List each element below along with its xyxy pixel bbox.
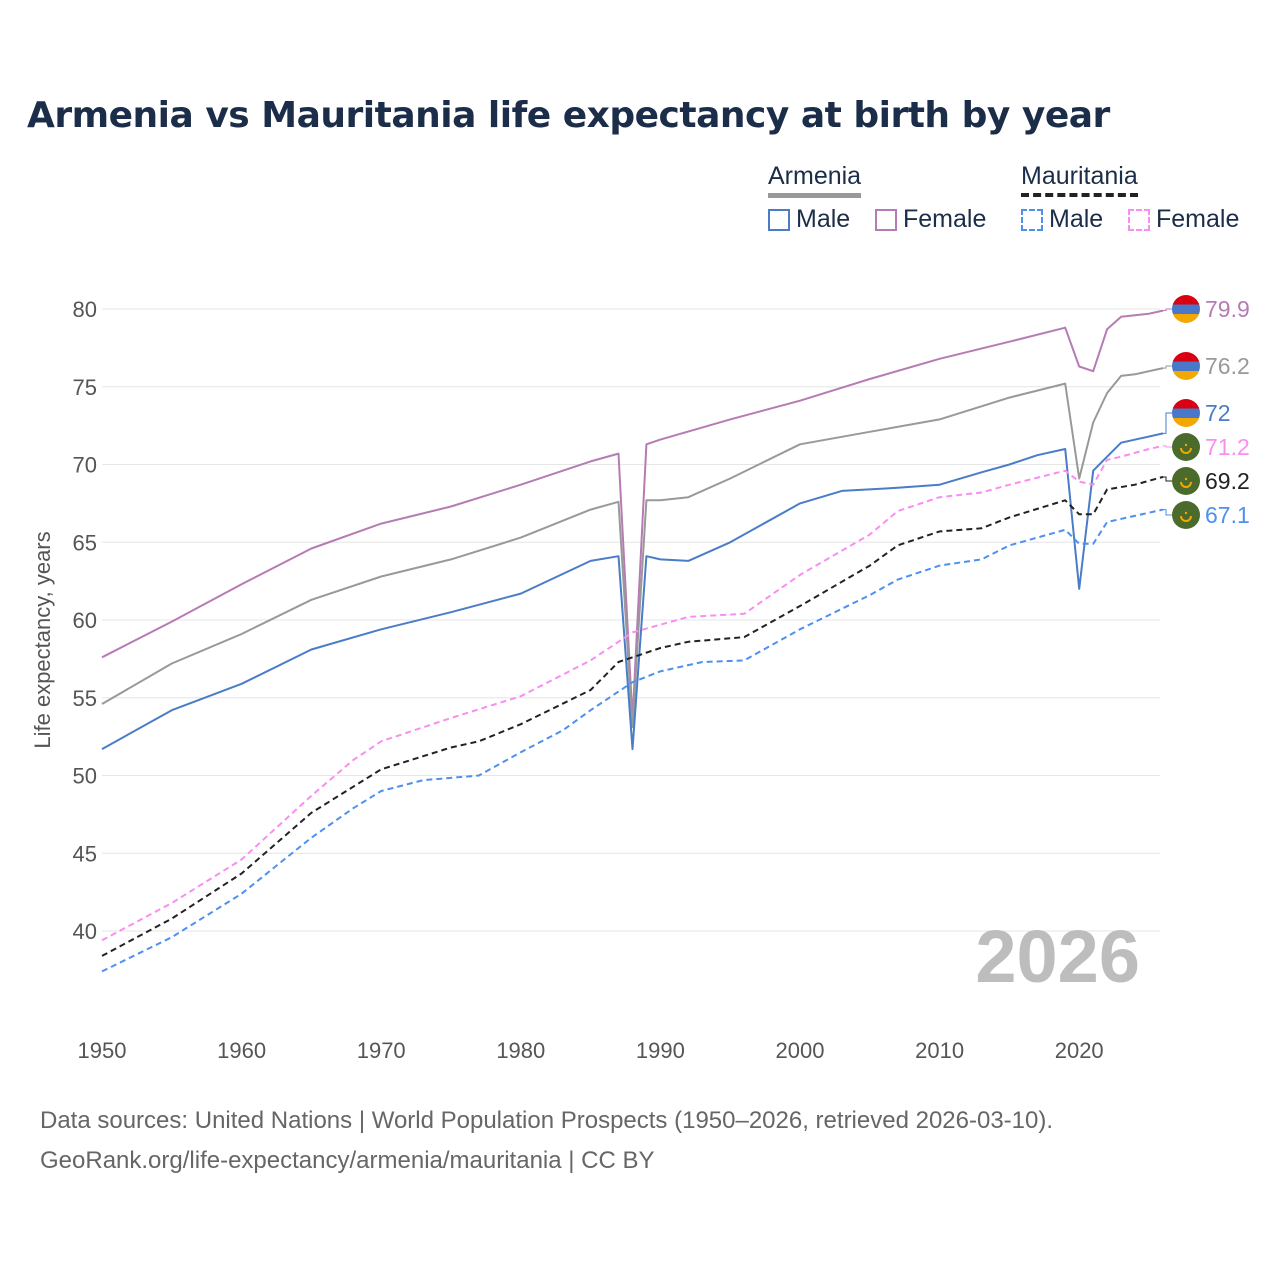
mauritania-flag-icon — [1172, 501, 1200, 529]
end-value-label: 72 — [1205, 400, 1231, 426]
current-year-label: 2026 — [975, 915, 1140, 998]
flag-star — [1184, 443, 1188, 447]
legend-armenia-heading: Armenia — [768, 162, 862, 198]
flag-stripe-red — [1172, 295, 1200, 305]
y-axis-label: Life expectancy, years — [30, 531, 55, 748]
flag-stripe-red — [1172, 352, 1200, 362]
line-chart: 40 45 50 55 60 65 70 75 80 1950 1960 1970 1980 1990 20… — [30, 295, 1250, 1063]
y-tick-label: 45 — [73, 841, 97, 866]
series-line-armenia-male — [101, 432, 1164, 751]
flag-crescent — [1180, 447, 1192, 454]
flag-crescent — [1180, 515, 1192, 522]
flag-field — [1172, 433, 1200, 461]
legend-mauritania-male[interactable]: Male — [1021, 205, 1103, 234]
flag-field — [1172, 467, 1200, 495]
legend-swatch — [768, 208, 790, 231]
flag-crescent — [1180, 481, 1192, 488]
legend-swatch — [1128, 208, 1150, 231]
series-line-mauritania-male — [101, 508, 1164, 973]
flag-stripe-blue — [1172, 408, 1200, 418]
label-connector — [1162, 308, 1172, 312]
label-connector — [1162, 476, 1172, 482]
y-tick-label: 55 — [73, 686, 97, 711]
y-tick-label: 80 — [73, 297, 97, 322]
mauritania-flag-icon — [1172, 433, 1200, 461]
series-line-armenia-total — [101, 367, 1164, 729]
x-tick-label: 1970 — [357, 1038, 406, 1063]
y-tick-label: 40 — [73, 919, 97, 944]
end-value-label: 79.9 — [1205, 296, 1250, 322]
label-connector — [1162, 412, 1172, 434]
legend-label: Male — [796, 205, 851, 233]
legend-label: Female — [1156, 205, 1240, 233]
mauritania-flag-icon — [1172, 467, 1200, 495]
flag-stripe-blue — [1172, 304, 1200, 314]
end-value-label: 71.2 — [1205, 434, 1250, 460]
flag-stripe-orange — [1172, 371, 1200, 380]
x-tick-label: 1950 — [78, 1038, 127, 1063]
flag-stripes — [1172, 399, 1200, 427]
x-tick-label: 1960 — [217, 1038, 266, 1063]
y-tick-label: 65 — [73, 530, 97, 555]
flag-star — [1184, 511, 1188, 515]
legend-mauritania-heading: Mauritania — [1021, 162, 1138, 197]
chart-title: Armenia vs Mauritania life expectancy at… — [27, 95, 1110, 136]
end-value-label: 76.2 — [1205, 353, 1250, 379]
y-tick-label: 50 — [73, 764, 97, 789]
legend-armenia-female[interactable]: Female — [875, 205, 986, 234]
series-line-mauritania-total — [101, 475, 1164, 957]
armenia-flag-icon — [1172, 399, 1200, 427]
x-tick-label: 2010 — [915, 1038, 964, 1063]
flag-stripe-blue — [1172, 361, 1200, 371]
label-connector — [1162, 365, 1172, 369]
flag-stripe-orange — [1172, 418, 1200, 427]
footer-sources: Data sources: United Nations | World Pop… — [40, 1107, 1054, 1134]
y-tick-label: 75 — [73, 375, 97, 400]
flag-stripe-orange — [1172, 314, 1200, 323]
label-connector — [1162, 445, 1172, 448]
legend-armenia-male[interactable]: Male — [768, 205, 850, 234]
legend-label: Male — [1049, 205, 1104, 233]
legend-label: Female — [903, 205, 987, 233]
x-tick-label: 2000 — [776, 1038, 825, 1063]
x-tick-label: 1980 — [496, 1038, 545, 1063]
legend-mauritania-female[interactable]: Female — [1128, 205, 1239, 234]
armenia-flag-icon — [1172, 295, 1200, 323]
flag-stripes — [1172, 352, 1200, 380]
legend-swatch — [1021, 208, 1043, 231]
flag-star — [1184, 477, 1188, 481]
legend-swatch — [875, 208, 897, 231]
x-tick-label: 1990 — [636, 1038, 685, 1063]
footer-link[interactable]: GeoRank.org/life-expectancy/armenia/maur… — [40, 1147, 655, 1174]
series-line-mauritania-female — [101, 444, 1164, 942]
flag-stripes — [1172, 295, 1200, 323]
x-tick-label: 2020 — [1055, 1038, 1104, 1063]
flag-stripe-red — [1172, 399, 1200, 409]
end-value-label: 67.1 — [1205, 502, 1250, 528]
armenia-flag-icon — [1172, 352, 1200, 380]
series-line-armenia-female — [101, 309, 1164, 721]
flag-field — [1172, 501, 1200, 529]
end-value-label: 69.2 — [1205, 468, 1250, 494]
y-tick-label: 70 — [73, 453, 97, 478]
label-connector — [1162, 509, 1172, 516]
y-tick-label: 60 — [73, 608, 97, 633]
